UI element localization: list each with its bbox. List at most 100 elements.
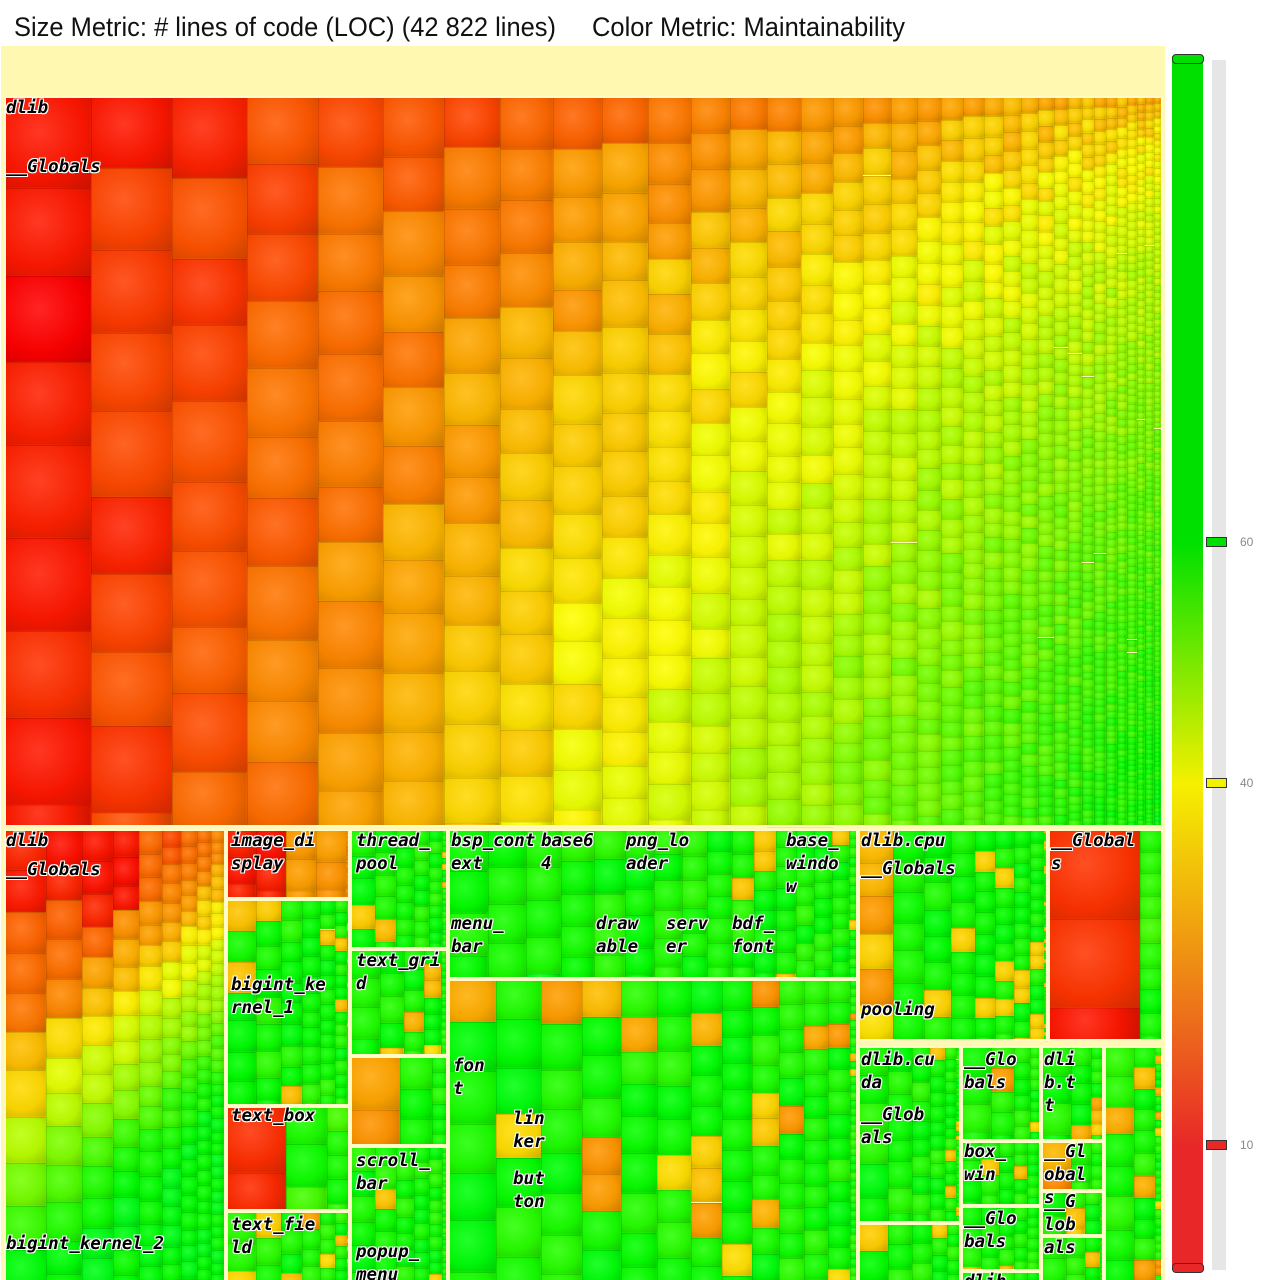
cell[interactable]	[690, 781, 731, 811]
cell[interactable]	[767, 721, 802, 746]
cell[interactable]	[382, 210, 444, 276]
cell[interactable]	[500, 253, 554, 307]
cell[interactable]	[171, 693, 248, 772]
cell[interactable]	[500, 548, 554, 591]
cell[interactable]	[647, 447, 691, 481]
cell[interactable]	[382, 504, 444, 561]
cell[interactable]	[602, 696, 648, 733]
cell[interactable]	[4, 717, 91, 806]
cell[interactable]	[317, 233, 383, 292]
cell[interactable]	[382, 446, 444, 505]
cell[interactable]	[247, 367, 318, 437]
cell[interactable]	[443, 576, 501, 625]
legend-tick[interactable]	[1206, 1140, 1227, 1151]
cell[interactable]	[602, 578, 648, 618]
cell[interactable]	[247, 497, 318, 567]
cell[interactable]	[767, 641, 802, 668]
cell[interactable]	[382, 612, 444, 673]
cell[interactable]	[500, 684, 554, 730]
cell[interactable]	[690, 423, 731, 456]
cell[interactable]	[647, 721, 691, 752]
cell[interactable]	[690, 628, 731, 658]
cell[interactable]	[317, 668, 383, 734]
cell[interactable]	[443, 209, 501, 266]
cell[interactable]	[443, 265, 501, 319]
cell[interactable]	[247, 436, 318, 498]
cell[interactable]	[647, 619, 691, 655]
cell[interactable]	[602, 536, 648, 579]
cell[interactable]	[647, 222, 691, 259]
cell[interactable]	[767, 585, 802, 614]
cell[interactable]	[91, 497, 172, 574]
cell[interactable]	[317, 291, 383, 355]
cell[interactable]	[730, 168, 767, 209]
legend-handle-top[interactable]	[1172, 54, 1204, 64]
cell[interactable]	[553, 769, 603, 810]
cell[interactable]	[730, 748, 767, 778]
cell[interactable]	[690, 283, 731, 321]
cell[interactable]	[602, 765, 648, 799]
cell[interactable]	[801, 162, 834, 193]
legend-handle-bottom[interactable]	[1172, 1263, 1204, 1273]
cell[interactable]	[647, 480, 691, 515]
cell[interactable]	[317, 96, 383, 167]
cell[interactable]	[500, 499, 554, 549]
cell[interactable]	[647, 294, 691, 335]
cell[interactable]	[730, 717, 767, 749]
cell[interactable]	[443, 425, 501, 478]
cell[interactable]	[247, 639, 318, 701]
cell[interactable]	[602, 450, 648, 497]
cell[interactable]	[767, 693, 802, 722]
cell[interactable]	[553, 683, 603, 729]
cell[interactable]	[647, 514, 691, 555]
cell[interactable]	[690, 352, 731, 389]
cell[interactable]	[91, 250, 172, 333]
cell[interactable]	[602, 496, 648, 537]
cell[interactable]	[690, 388, 731, 424]
cell[interactable]	[4, 188, 91, 277]
cell[interactable]	[247, 566, 318, 640]
cell[interactable]	[647, 183, 691, 223]
cell[interactable]	[767, 231, 802, 268]
cell[interactable]	[500, 408, 554, 453]
cell[interactable]	[602, 618, 648, 659]
cell[interactable]	[767, 456, 802, 483]
legend-tick[interactable]	[1206, 536, 1227, 547]
cell[interactable]	[690, 657, 731, 693]
cell[interactable]	[647, 689, 691, 722]
cell[interactable]	[443, 624, 501, 672]
cell[interactable]	[801, 533, 834, 560]
cell[interactable]	[647, 142, 691, 184]
cell[interactable]	[553, 640, 603, 684]
cell[interactable]	[317, 541, 383, 602]
cell[interactable]	[500, 729, 554, 776]
cell[interactable]	[382, 732, 444, 781]
cell[interactable]	[730, 340, 767, 373]
cell[interactable]	[443, 724, 501, 778]
cell[interactable]	[690, 753, 731, 782]
cell[interactable]	[602, 280, 648, 327]
cell[interactable]	[317, 166, 383, 234]
cell[interactable]	[602, 732, 648, 766]
cell[interactable]	[730, 440, 767, 471]
cell[interactable]	[801, 508, 834, 534]
cell[interactable]	[382, 387, 444, 447]
cell[interactable]	[171, 482, 248, 551]
cell[interactable]	[171, 401, 248, 483]
cell[interactable]	[767, 667, 802, 694]
cell[interactable]	[91, 410, 172, 498]
cell[interactable]	[500, 96, 554, 150]
cell[interactable]	[647, 784, 691, 820]
cell[interactable]	[553, 241, 603, 290]
cell[interactable]	[767, 613, 802, 642]
cell[interactable]	[647, 373, 691, 411]
cell[interactable]	[171, 550, 248, 628]
cell[interactable]	[602, 193, 648, 242]
cell[interactable]	[647, 334, 691, 374]
cell[interactable]	[767, 392, 802, 424]
cell[interactable]	[647, 751, 691, 785]
cell[interactable]	[690, 523, 731, 557]
cell[interactable]	[647, 654, 691, 690]
cell[interactable]	[317, 354, 383, 422]
cell[interactable]	[553, 375, 603, 425]
